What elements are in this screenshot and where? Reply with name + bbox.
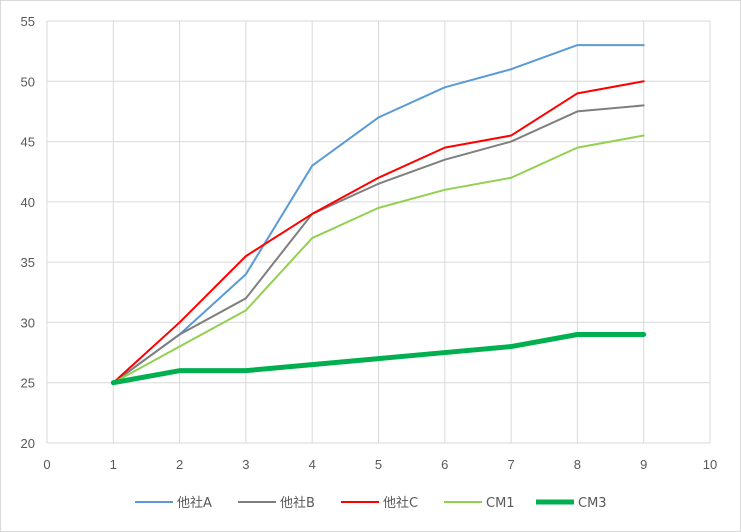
x-tick-label: 2 xyxy=(176,457,183,472)
legend-label: 他社C xyxy=(383,495,418,511)
series-line xyxy=(112,44,645,384)
x-tick-label: 4 xyxy=(309,457,316,472)
series-line xyxy=(112,80,645,384)
gridlines xyxy=(46,20,711,444)
legend-label: CM3 xyxy=(578,496,607,511)
x-tick-label: 1 xyxy=(110,457,117,472)
legend-label: 他社B xyxy=(280,495,315,511)
y-tick-label: 20 xyxy=(21,436,35,451)
legend-label: 他社A xyxy=(177,495,212,511)
series-lines xyxy=(110,44,647,386)
y-tick-label: 50 xyxy=(21,74,35,89)
x-tick-label: 9 xyxy=(640,457,647,472)
x-tick-label: 5 xyxy=(375,457,382,472)
legend-label: CM1 xyxy=(486,496,515,511)
x-tick-label: 0 xyxy=(43,457,50,472)
x-tick-label: 6 xyxy=(441,457,448,472)
y-tick-label: 30 xyxy=(21,315,35,330)
legend: 他社A 他社B 他社C CM1 CM3 xyxy=(135,495,607,511)
x-tick-label: 8 xyxy=(574,457,581,472)
y-tick-label: 25 xyxy=(21,376,35,391)
series-line xyxy=(112,104,645,384)
y-tick-label: 55 xyxy=(21,14,35,29)
x-tick-label: 3 xyxy=(242,457,249,472)
series-line xyxy=(112,134,645,384)
y-tick-label: 35 xyxy=(21,255,35,270)
y-tick-label: 45 xyxy=(21,135,35,150)
y-tick-label: 40 xyxy=(21,195,35,210)
series-line xyxy=(110,331,647,386)
x-tick-label: 7 xyxy=(507,457,514,472)
x-tick-label: 10 xyxy=(703,457,717,472)
